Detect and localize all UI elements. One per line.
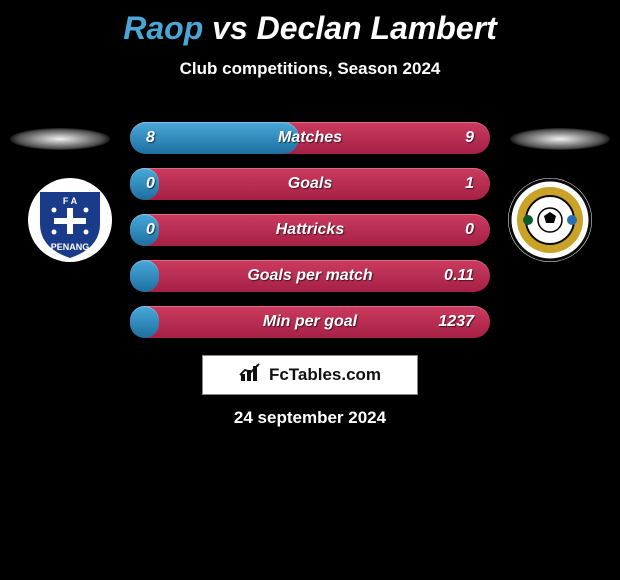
stat-right-value: 1237 — [434, 313, 474, 331]
subtitle: Club competitions, Season 2024 — [0, 59, 620, 79]
stat-right-value: 1 — [434, 175, 474, 193]
date-label: 24 september 2024 — [0, 408, 620, 428]
title-player2: Declan Lambert — [257, 10, 497, 46]
stat-row: 8 Matches 9 — [130, 122, 490, 154]
svg-text:PENANG: PENANG — [51, 242, 90, 252]
stat-row: 0 Hattricks 0 — [130, 214, 490, 246]
stat-row: Goals per match 0.11 — [130, 260, 490, 292]
chart-icon — [239, 363, 263, 388]
stat-rows: 8 Matches 9 0 Goals 1 0 Hattricks 0 Goal… — [130, 122, 490, 352]
ellipse-right — [510, 128, 610, 150]
stat-row: Min per goal 1237 — [130, 306, 490, 338]
title-vs: vs — [212, 10, 248, 46]
ellipse-left — [10, 128, 110, 150]
stat-right-value: 0.11 — [434, 267, 474, 285]
brand-box[interactable]: FcTables.com — [202, 355, 418, 395]
stat-row: 0 Goals 1 — [130, 168, 490, 200]
title-player1: Raop — [123, 10, 203, 46]
stat-right-value: 9 — [434, 129, 474, 147]
svg-text:F A: F A — [63, 196, 78, 206]
kuala-lumpur-badge — [500, 178, 600, 263]
fa-penang-badge: F A PENANG — [20, 178, 120, 263]
brand-text: FcTables.com — [269, 365, 381, 385]
page-title: Raop vs Declan Lambert — [0, 0, 620, 47]
stat-right-value: 0 — [434, 221, 474, 239]
